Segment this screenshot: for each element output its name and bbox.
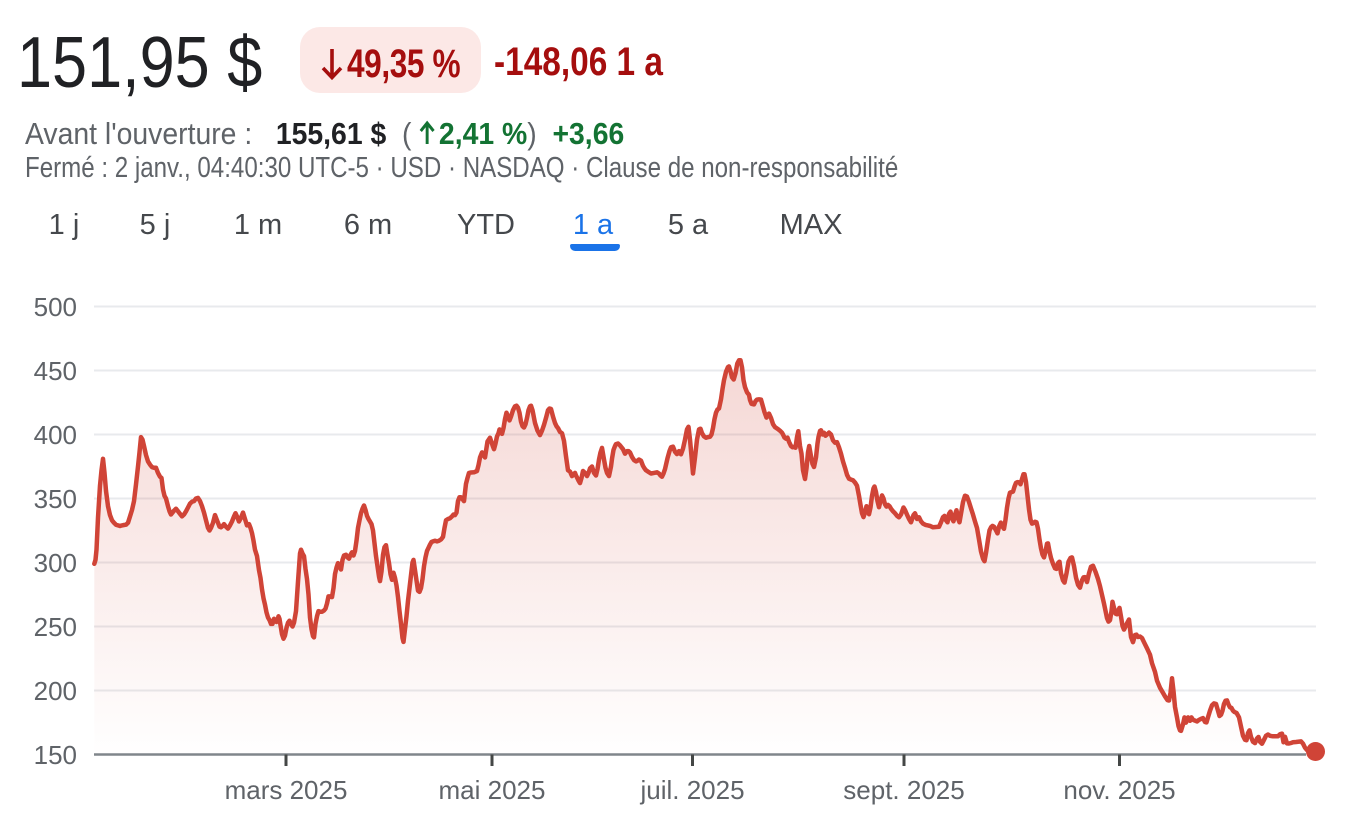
svg-text:nov. 2025: nov. 2025	[1063, 775, 1175, 805]
svg-text:450: 450	[34, 356, 77, 386]
svg-text:200: 200	[34, 676, 77, 706]
svg-text:300: 300	[34, 548, 77, 578]
svg-text:juil. 2025: juil. 2025	[639, 775, 744, 805]
svg-text:250: 250	[34, 612, 77, 642]
svg-text:sept. 2025: sept. 2025	[843, 775, 964, 805]
svg-text:150: 150	[34, 740, 77, 770]
svg-text:500: 500	[34, 292, 77, 322]
svg-text:400: 400	[34, 420, 77, 450]
svg-text:mai 2025: mai 2025	[439, 775, 546, 805]
svg-text:mars 2025: mars 2025	[225, 775, 348, 805]
svg-text:350: 350	[34, 484, 77, 514]
